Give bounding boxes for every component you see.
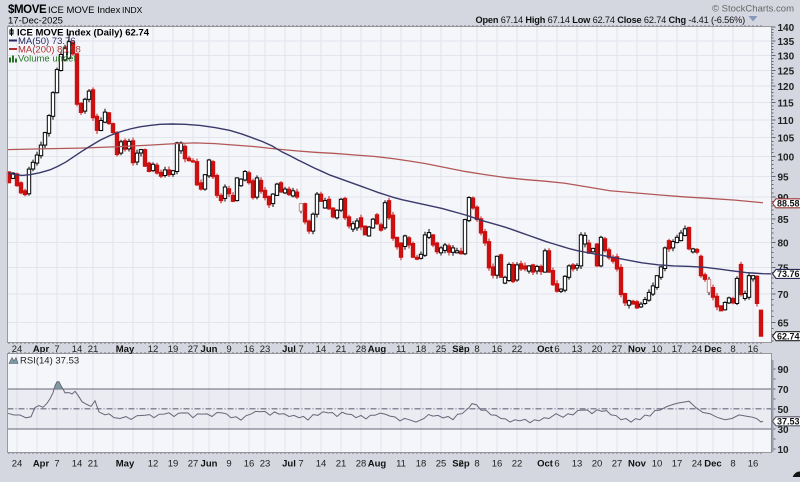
svg-text:Nov: Nov xyxy=(628,459,647,470)
svg-text:135: 135 xyxy=(778,37,795,48)
svg-text:7: 7 xyxy=(54,459,59,470)
svg-text:100: 100 xyxy=(778,153,795,164)
svg-text:RSI(14) 37.53: RSI(14) 37.53 xyxy=(20,356,79,367)
svg-text:22: 22 xyxy=(512,459,523,470)
svg-text:Aug: Aug xyxy=(368,459,387,470)
svg-text:8: 8 xyxy=(474,459,479,470)
svg-text:120: 120 xyxy=(778,82,795,93)
svg-text:$MOVE: $MOVE xyxy=(8,4,47,16)
svg-text:27: 27 xyxy=(612,459,623,470)
svg-text:Open 67.14 High 67.14 Low 62.7: Open 67.14 High 67.14 Low 62.74 Close 62… xyxy=(475,15,745,25)
svg-text:95: 95 xyxy=(778,172,790,183)
svg-text:8: 8 xyxy=(730,459,735,470)
svg-text:37.53: 37.53 xyxy=(777,417,800,427)
svg-text:19: 19 xyxy=(168,459,179,470)
svg-text:62.74: 62.74 xyxy=(777,331,800,341)
svg-text:70: 70 xyxy=(778,385,790,396)
svg-text:Sep: Sep xyxy=(452,459,470,470)
svg-text:9: 9 xyxy=(226,459,231,470)
svg-text:13: 13 xyxy=(572,459,583,470)
svg-text:16: 16 xyxy=(244,459,255,470)
svg-text:14: 14 xyxy=(72,459,83,470)
svg-text:14: 14 xyxy=(316,459,327,470)
svg-text:130: 130 xyxy=(778,51,795,62)
svg-text:16: 16 xyxy=(492,459,503,470)
svg-text:21: 21 xyxy=(336,459,347,470)
svg-text:88.58: 88.58 xyxy=(777,199,800,209)
svg-text:110: 110 xyxy=(778,116,795,127)
svg-text:6: 6 xyxy=(554,459,559,470)
svg-text:Jun: Jun xyxy=(201,459,218,470)
svg-text:21: 21 xyxy=(88,459,99,470)
svg-text:© StockCharts.com: © StockCharts.com xyxy=(712,4,794,15)
svg-text:24: 24 xyxy=(12,459,23,470)
svg-text:Volume undef: Volume undef xyxy=(18,54,76,65)
svg-text:17: 17 xyxy=(672,459,683,470)
svg-text:73.76: 73.76 xyxy=(777,269,800,279)
svg-text:10: 10 xyxy=(778,445,790,456)
svg-text:Oct: Oct xyxy=(537,344,554,355)
svg-text:10: 10 xyxy=(652,459,663,470)
svg-text:ICE MOVE Index: ICE MOVE Index xyxy=(48,5,121,16)
svg-text:Apr: Apr xyxy=(33,459,50,470)
svg-text:12: 12 xyxy=(148,459,159,470)
svg-text:70: 70 xyxy=(778,290,790,301)
svg-text:25: 25 xyxy=(436,459,447,470)
svg-text:INDX: INDX xyxy=(122,5,143,15)
svg-text:Jul: Jul xyxy=(282,459,296,470)
svg-text:27: 27 xyxy=(188,459,199,470)
svg-text:24: 24 xyxy=(692,459,703,470)
svg-text:105: 105 xyxy=(778,134,795,145)
svg-text:Dec: Dec xyxy=(704,459,721,470)
svg-text:115: 115 xyxy=(778,99,795,110)
svg-text:7: 7 xyxy=(298,459,303,470)
svg-text:May: May xyxy=(116,344,135,355)
svg-text:65: 65 xyxy=(778,319,790,330)
svg-text:18: 18 xyxy=(416,459,427,470)
svg-text:28: 28 xyxy=(356,459,367,470)
svg-text:20: 20 xyxy=(592,459,603,470)
svg-text:140: 140 xyxy=(778,23,795,34)
svg-text:50: 50 xyxy=(778,405,790,416)
svg-text:85: 85 xyxy=(778,215,790,226)
svg-text:May: May xyxy=(116,459,135,470)
svg-text:17-Dec-2025: 17-Dec-2025 xyxy=(8,16,63,27)
svg-text:Oct: Oct xyxy=(537,459,554,470)
svg-text:80: 80 xyxy=(778,239,790,250)
svg-text:16: 16 xyxy=(748,459,759,470)
svg-text:23: 23 xyxy=(260,459,271,470)
svg-text:11: 11 xyxy=(396,459,406,470)
svg-text:Nov: Nov xyxy=(628,344,647,355)
svg-text:90: 90 xyxy=(778,365,790,376)
svg-text:125: 125 xyxy=(778,67,795,78)
